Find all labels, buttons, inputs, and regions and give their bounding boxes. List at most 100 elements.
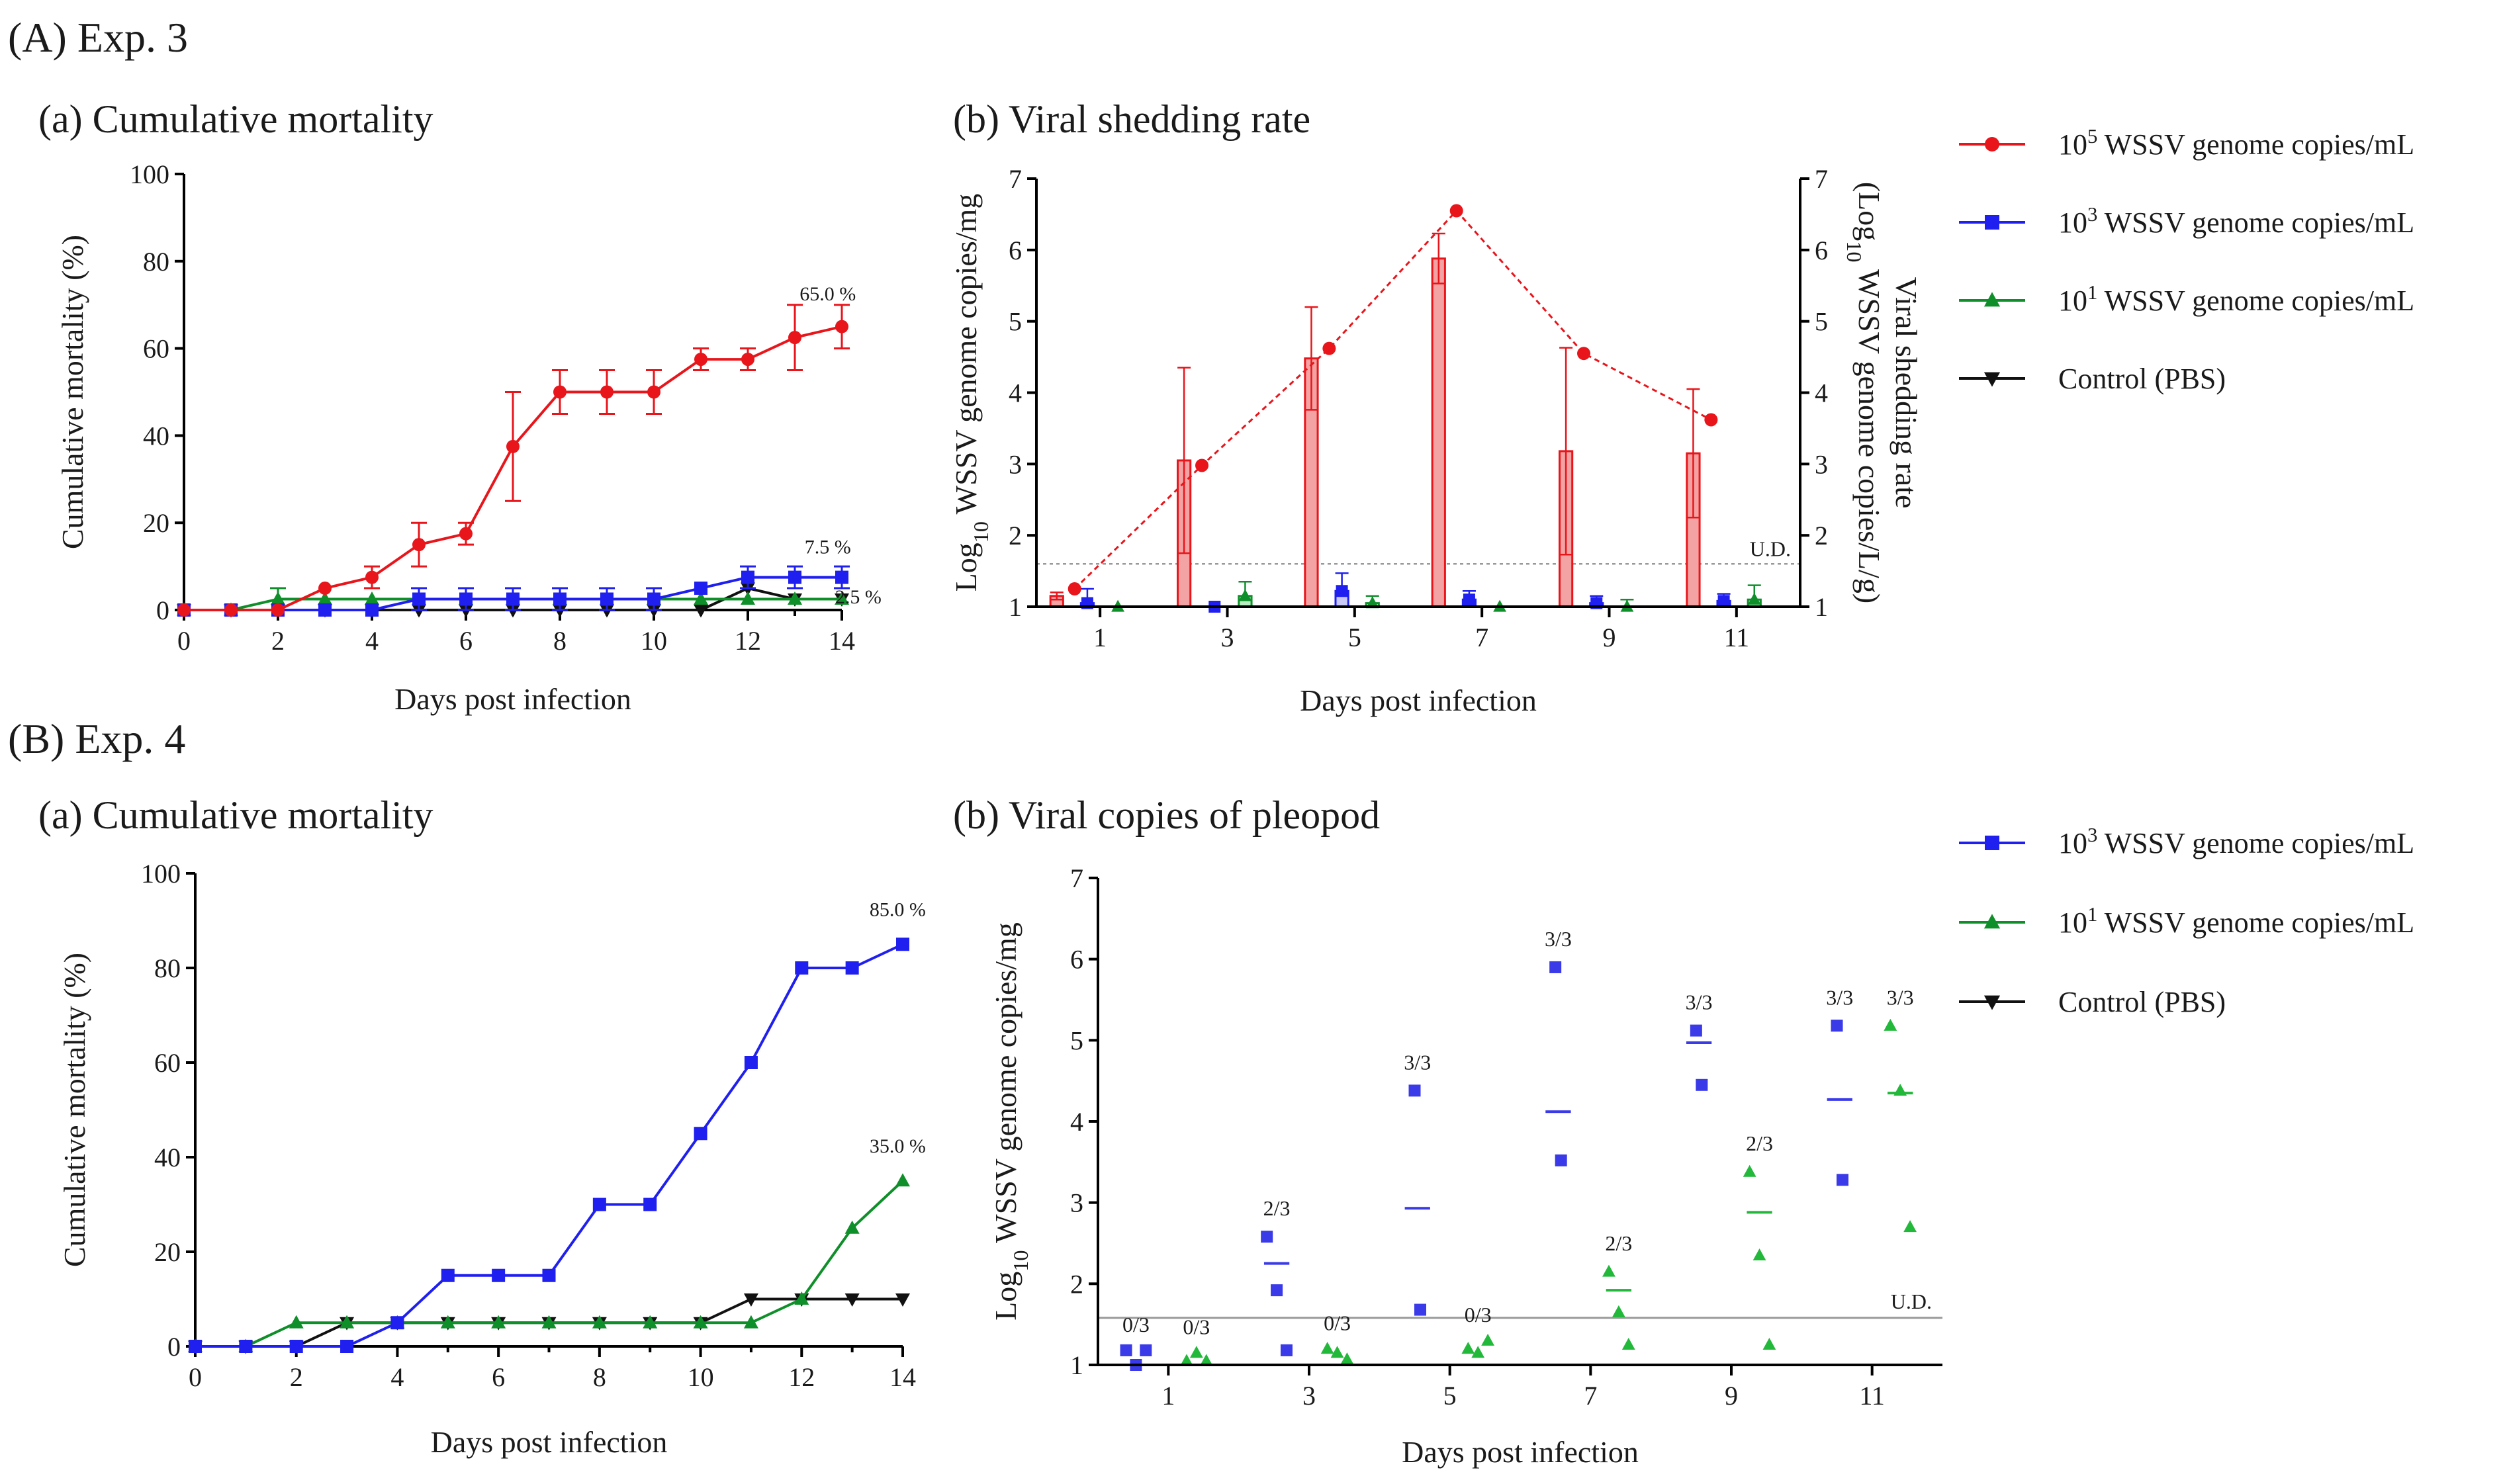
positive-ratio-label: 3/3 [1545, 927, 1572, 951]
end-value-label: 65.0 % [799, 283, 856, 305]
data-point [896, 938, 909, 951]
data-point [365, 591, 379, 605]
legend-label: 101 WSSV genome copies/mL [2058, 281, 2414, 317]
x-tick-label: 9 [1725, 1381, 1738, 1411]
data-point [289, 1340, 303, 1353]
data-point [224, 603, 238, 617]
data-point [694, 591, 708, 605]
data-point [844, 1220, 860, 1234]
data-point [1743, 1164, 1756, 1177]
y-axis-label: Log10 WSSV genome copies/mg [949, 194, 993, 592]
data-point [643, 1198, 657, 1211]
y-tick-label: 40 [143, 421, 169, 451]
data-point [794, 1291, 809, 1305]
data-point [1189, 1346, 1203, 1358]
data-point [788, 591, 802, 605]
y-tick-label: 0 [156, 595, 169, 625]
data-point [1717, 595, 1730, 607]
data-point [647, 385, 660, 399]
data-point [744, 1056, 758, 1069]
y2-tick-label: 7 [1815, 164, 1828, 194]
x-tick-label: 3 [1221, 623, 1234, 652]
legend-item-control: Control (PBS) [1959, 363, 2226, 395]
chart-b-cumulative-mortality: (a) Cumulative mortality 0 20 40 60 80 100 0 2 4 6… [38, 793, 926, 1459]
section-a-title: (A) Exp. 3 [8, 14, 188, 61]
ud-label: U.D. [1891, 1289, 1932, 1313]
x-tick-label: 0 [177, 626, 191, 656]
x-tick-label: 2 [290, 1362, 303, 1392]
x-tick-label: 12 [788, 1362, 815, 1392]
data-point [795, 961, 809, 975]
data-point [1336, 585, 1348, 597]
data-point [318, 603, 332, 617]
y-tick-label: 100 [141, 859, 181, 889]
data-point [318, 582, 332, 595]
data-point [271, 603, 285, 617]
chart-title: (b) Viral copies of pleopod [953, 793, 1380, 837]
y-tick-label: 60 [154, 1048, 181, 1078]
y-tick-label: 100 [130, 159, 169, 189]
legend-marker [1983, 995, 2001, 1010]
data-point [542, 1268, 556, 1282]
data-point [1762, 1337, 1776, 1350]
data-point [600, 592, 614, 606]
scatter-group-0: 0/3 2/3 3/3 3/3 3/3 3/3 [1120, 927, 1853, 1371]
positive-ratio-label: 0/3 [1324, 1311, 1351, 1334]
y-tick-label: 60 [143, 334, 169, 364]
section-b-title: (B) Exp. 4 [8, 715, 185, 762]
data-point [694, 604, 708, 618]
y2-axis-label-line1: Viral shedding rate [1889, 277, 1923, 509]
data-point [541, 1315, 557, 1329]
shedding-rate-point [1577, 347, 1591, 361]
data-point [189, 1340, 202, 1353]
data-point [895, 1173, 910, 1187]
data-point [1280, 1344, 1293, 1356]
data-point [177, 603, 191, 617]
data-point [1471, 1346, 1485, 1358]
data-point [365, 603, 379, 617]
data-point [1481, 1333, 1494, 1346]
y-tick-label: 1 [1009, 592, 1022, 622]
data-point [553, 385, 567, 399]
data-point [491, 1315, 506, 1329]
chart-a-cumulative-mortality: (a) Cumulative mortality 0 20 40 60 80 100 0 2 4 6… [38, 97, 882, 716]
data-point [1340, 1352, 1354, 1365]
bar-series-red [1049, 232, 1701, 608]
data-point [1414, 1303, 1427, 1316]
series-red [177, 304, 850, 617]
shedding-rate-point [1195, 458, 1209, 472]
x-axis-label: Days post infection [431, 1425, 668, 1459]
y-tick-label: 6 [1070, 945, 1083, 975]
positive-ratio-label: 0/3 [1122, 1313, 1150, 1336]
data-point [553, 592, 567, 606]
y-tick-label: 2 [1070, 1269, 1083, 1299]
data-point [647, 592, 660, 606]
data-point [845, 961, 859, 975]
bar [1431, 257, 1446, 608]
legend-item-mid: 103 WSSV genome copies/mL [1959, 203, 2414, 239]
data-point [441, 1268, 455, 1282]
x-axis-label: Days post infection [394, 682, 631, 716]
positive-ratio-label: 2/3 [1263, 1196, 1291, 1220]
data-point [1140, 1344, 1152, 1356]
shedding-rate-point [1322, 341, 1336, 355]
data-point [412, 592, 426, 606]
x-tick-label: 7 [1584, 1381, 1597, 1411]
positive-ratio-label: 0/3 [1465, 1303, 1492, 1327]
positive-ratio-label: 2/3 [1746, 1131, 1773, 1155]
y-tick-label: 20 [143, 508, 169, 538]
data-point [694, 353, 707, 367]
data-point [741, 591, 755, 605]
shedding-rate-point [1704, 413, 1718, 427]
x-tick-label: 10 [641, 626, 667, 656]
data-point [592, 1198, 606, 1211]
x-tick-label: 5 [1348, 623, 1361, 652]
chart-title: (a) Cumulative mortality [38, 793, 433, 837]
data-point [788, 331, 801, 345]
y-tick-label: 5 [1070, 1026, 1083, 1055]
shedding-rate-point [1068, 582, 1081, 596]
data-point [506, 439, 520, 453]
data-point [1408, 1084, 1421, 1097]
data-point [1696, 1078, 1708, 1091]
y2-tick-label: 5 [1815, 307, 1828, 337]
